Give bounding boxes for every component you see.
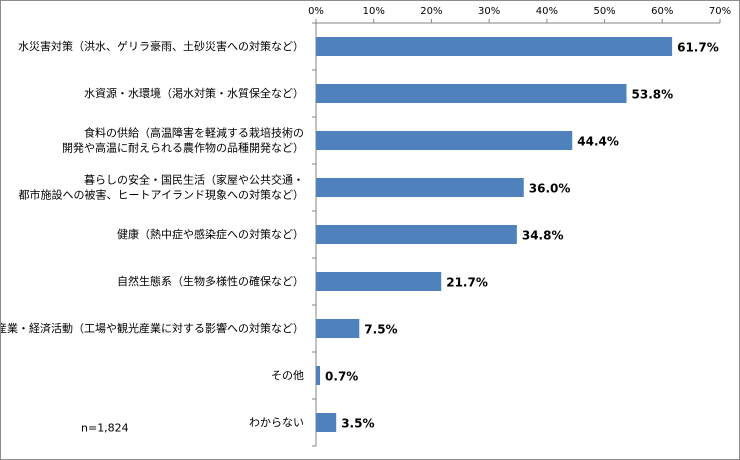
data-label: 61.7% (677, 41, 719, 55)
category-label: 健康（熱中症や感染症への対策など） (117, 227, 304, 241)
data-label: 3.5% (341, 417, 374, 431)
bar (316, 413, 337, 432)
category-label: その他 (271, 369, 304, 382)
data-label: 21.7% (446, 276, 488, 290)
x-tick-label: 20% (420, 6, 442, 17)
bar (316, 319, 360, 338)
category-label: 開発や高温に耐えられる農作物の品種開発など） (62, 141, 304, 155)
data-label: 53.8% (632, 88, 674, 102)
bar (316, 37, 673, 56)
x-tick-label: 0% (308, 6, 324, 17)
bar (316, 225, 517, 244)
x-axis-ticks: 0% 10% 20% 30% 40% 50% 60% 70% (308, 6, 731, 23)
bars (316, 37, 673, 432)
data-label: 36.0% (529, 182, 571, 196)
data-label: 44.4% (577, 135, 619, 149)
data-label: 34.8% (522, 229, 564, 243)
x-tick-label: 70% (709, 6, 731, 17)
sample-size-note: n=1,824 (81, 422, 129, 435)
category-label: 自然生態系（生物多様性の確保など） (117, 274, 304, 288)
x-tick-label: 60% (651, 6, 673, 17)
bar (316, 131, 573, 150)
category-label: 産業・経済活動（工場や観光産業に対する影響への対策など） (1, 321, 304, 335)
bar (316, 84, 627, 103)
data-label: 0.7% (325, 370, 358, 384)
category-labels: 水災害対策（洪水、ゲリラ豪雨、土砂災害への対策など） 水資源・水環境（渇水対策・水… (1, 39, 304, 429)
data-label: 7.5% (364, 323, 397, 337)
x-tick-label: 50% (593, 6, 615, 17)
category-label: 都市施設への被害、ヒートアイランド現象への対策など） (19, 188, 304, 202)
bar (316, 272, 442, 291)
data-labels: 61.7% 53.8% 44.4% 36.0% 34.8% 21.7% 7.5% 0.7% 3.… (325, 41, 719, 431)
category-label: 水災害対策（洪水、ゲリラ豪雨、土砂災害への対策など） (18, 39, 304, 53)
x-tick-label: 40% (536, 6, 558, 17)
category-label: 食料の供給（高温障害を軽減する栽培技術の (84, 126, 304, 140)
bar (316, 178, 524, 197)
category-label: わからない (249, 416, 304, 429)
category-label: 水資源・水環境（渇水対策・水質保全など） (84, 86, 304, 100)
category-label: 暮らしの安全・国民生活（家屋や公共交通・ (84, 173, 304, 187)
bar (316, 366, 321, 385)
x-tick-label: 10% (363, 6, 385, 17)
x-tick-label: 30% (478, 6, 500, 17)
